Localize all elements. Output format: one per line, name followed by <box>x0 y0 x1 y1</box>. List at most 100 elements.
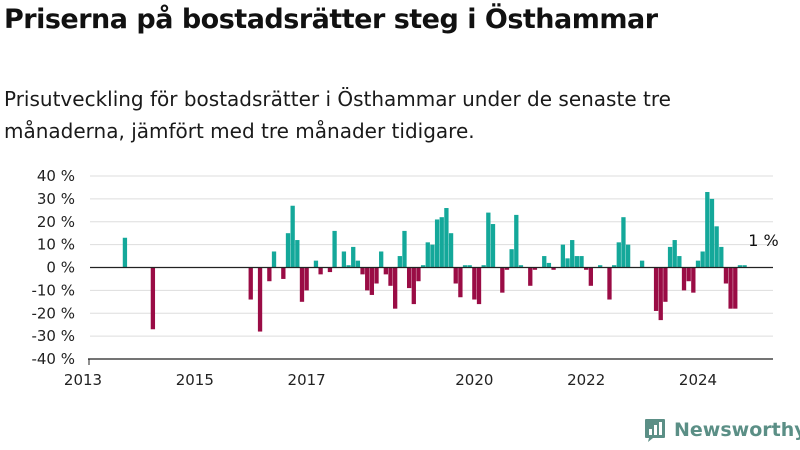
bar <box>393 267 398 309</box>
bar <box>551 267 556 270</box>
bar <box>434 219 440 268</box>
bar <box>369 267 375 295</box>
bar <box>379 251 384 268</box>
bar <box>467 265 472 268</box>
bar <box>691 267 696 293</box>
bar <box>709 198 715 268</box>
bar <box>509 249 514 268</box>
bar <box>122 237 128 268</box>
bar <box>625 244 631 268</box>
bar <box>742 265 747 268</box>
bar <box>653 267 659 311</box>
bar <box>402 230 407 268</box>
bar <box>472 267 477 300</box>
bar <box>616 242 621 268</box>
y-tick-label: 0 % <box>46 259 75 277</box>
bar <box>476 267 482 305</box>
bar <box>355 260 361 268</box>
bar <box>295 240 300 268</box>
bar <box>500 267 505 293</box>
bar <box>598 265 603 268</box>
bar-chart: -40 % -30 % -20 % -10 % 0 % 10 % 20 % 30 % 40 % 2… <box>31 167 778 389</box>
bar <box>658 267 663 321</box>
x-tick-label: 2013 <box>64 371 102 389</box>
bar <box>374 267 379 284</box>
bar <box>542 256 547 268</box>
bar <box>397 256 402 268</box>
bar <box>705 192 710 268</box>
bar <box>304 267 309 291</box>
x-tick-label: 2022 <box>567 371 605 389</box>
bar <box>663 267 668 302</box>
y-tick-label: 40 % <box>37 167 75 185</box>
chart-subtitle: Prisutveckling för bostadsrätter i Östha… <box>4 87 671 143</box>
bar <box>607 267 612 300</box>
bar <box>388 267 393 286</box>
bar <box>737 265 743 268</box>
bar <box>430 244 435 268</box>
bar <box>285 233 291 268</box>
bars <box>122 192 747 332</box>
bar <box>719 246 724 268</box>
bar <box>546 262 552 268</box>
bar <box>672 240 677 268</box>
bar <box>318 267 323 275</box>
bar <box>448 233 454 268</box>
bar <box>411 267 416 305</box>
bar <box>351 246 356 268</box>
y-tick-label: 30 % <box>37 190 75 208</box>
x-tick-label: 2020 <box>455 371 493 389</box>
bar-chart-icon <box>645 419 665 442</box>
gridlines <box>90 175 773 360</box>
bar <box>248 267 253 300</box>
y-tick-label: -40 % <box>31 350 75 368</box>
bar <box>611 265 617 268</box>
bar <box>313 260 319 268</box>
bar <box>695 260 701 268</box>
bar <box>267 267 272 282</box>
tick-labels: -40 % -30 % -20 % -10 % 0 % 10 % 20 % 30 % 40 % 2… <box>31 167 717 389</box>
bar <box>532 267 538 270</box>
bar <box>621 217 626 268</box>
bar <box>528 267 533 286</box>
bar <box>462 265 468 268</box>
bar <box>579 256 584 268</box>
bar <box>346 265 351 268</box>
bar <box>281 267 286 279</box>
bar <box>341 251 347 268</box>
bar <box>700 251 705 268</box>
bar <box>383 267 388 275</box>
bar <box>481 265 486 268</box>
bar <box>299 267 305 302</box>
bar <box>504 267 510 270</box>
bar <box>444 208 449 268</box>
bar <box>290 205 295 268</box>
bar <box>570 240 575 268</box>
bar <box>439 217 444 268</box>
bar <box>584 267 589 270</box>
x-tick-label: 2015 <box>176 371 214 389</box>
bar <box>150 267 156 330</box>
bar <box>257 267 263 332</box>
bar <box>458 267 463 298</box>
bar <box>560 244 566 268</box>
bar <box>486 212 491 268</box>
bar <box>667 246 673 268</box>
x-tick-label: 2017 <box>288 371 326 389</box>
bar <box>453 267 458 284</box>
bar <box>639 260 645 268</box>
y-tick-label: 20 % <box>37 213 75 231</box>
bar <box>416 267 421 282</box>
bar <box>681 267 687 291</box>
y-tick-label: -10 % <box>31 281 75 299</box>
bar <box>420 265 426 268</box>
y-tick-label: 10 % <box>37 236 75 254</box>
bar <box>332 230 337 268</box>
bar <box>425 242 430 268</box>
last-value-annotation: 1 % <box>748 231 778 250</box>
y-tick-label: -20 % <box>31 304 75 322</box>
bar <box>406 267 412 289</box>
bar <box>677 256 682 268</box>
bar <box>686 267 691 282</box>
bar <box>518 265 524 268</box>
